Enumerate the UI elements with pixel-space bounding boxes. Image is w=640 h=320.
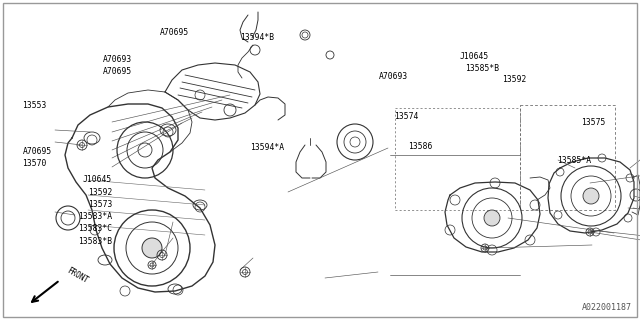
Text: A70693: A70693 bbox=[379, 72, 408, 81]
Text: 13583*A: 13583*A bbox=[78, 212, 112, 220]
Text: 13575: 13575 bbox=[581, 118, 605, 127]
Text: A70695: A70695 bbox=[160, 28, 189, 37]
Text: A70695: A70695 bbox=[102, 67, 132, 76]
Text: A70695: A70695 bbox=[22, 147, 52, 156]
Text: 13583*C: 13583*C bbox=[78, 224, 112, 233]
Circle shape bbox=[142, 238, 162, 258]
Text: 13594*B: 13594*B bbox=[240, 33, 274, 42]
Text: 13574: 13574 bbox=[394, 112, 418, 121]
Text: 13585*A: 13585*A bbox=[557, 156, 591, 164]
Text: J10645: J10645 bbox=[83, 175, 112, 184]
Text: 13592: 13592 bbox=[502, 75, 527, 84]
Text: 13592: 13592 bbox=[88, 188, 112, 196]
Circle shape bbox=[484, 210, 500, 226]
Text: 13594*A: 13594*A bbox=[250, 143, 284, 152]
Text: A70693: A70693 bbox=[102, 55, 132, 64]
Text: 13585*B: 13585*B bbox=[465, 64, 499, 73]
Circle shape bbox=[583, 188, 599, 204]
Text: A022001187: A022001187 bbox=[582, 303, 632, 312]
Text: 13573: 13573 bbox=[88, 200, 112, 209]
Text: 13570: 13570 bbox=[22, 159, 47, 168]
Text: J10645: J10645 bbox=[460, 52, 489, 61]
Text: 13583*B: 13583*B bbox=[78, 237, 112, 246]
Text: 13586: 13586 bbox=[408, 142, 433, 151]
Text: FRONT: FRONT bbox=[65, 266, 90, 285]
Text: 13553: 13553 bbox=[22, 101, 47, 110]
